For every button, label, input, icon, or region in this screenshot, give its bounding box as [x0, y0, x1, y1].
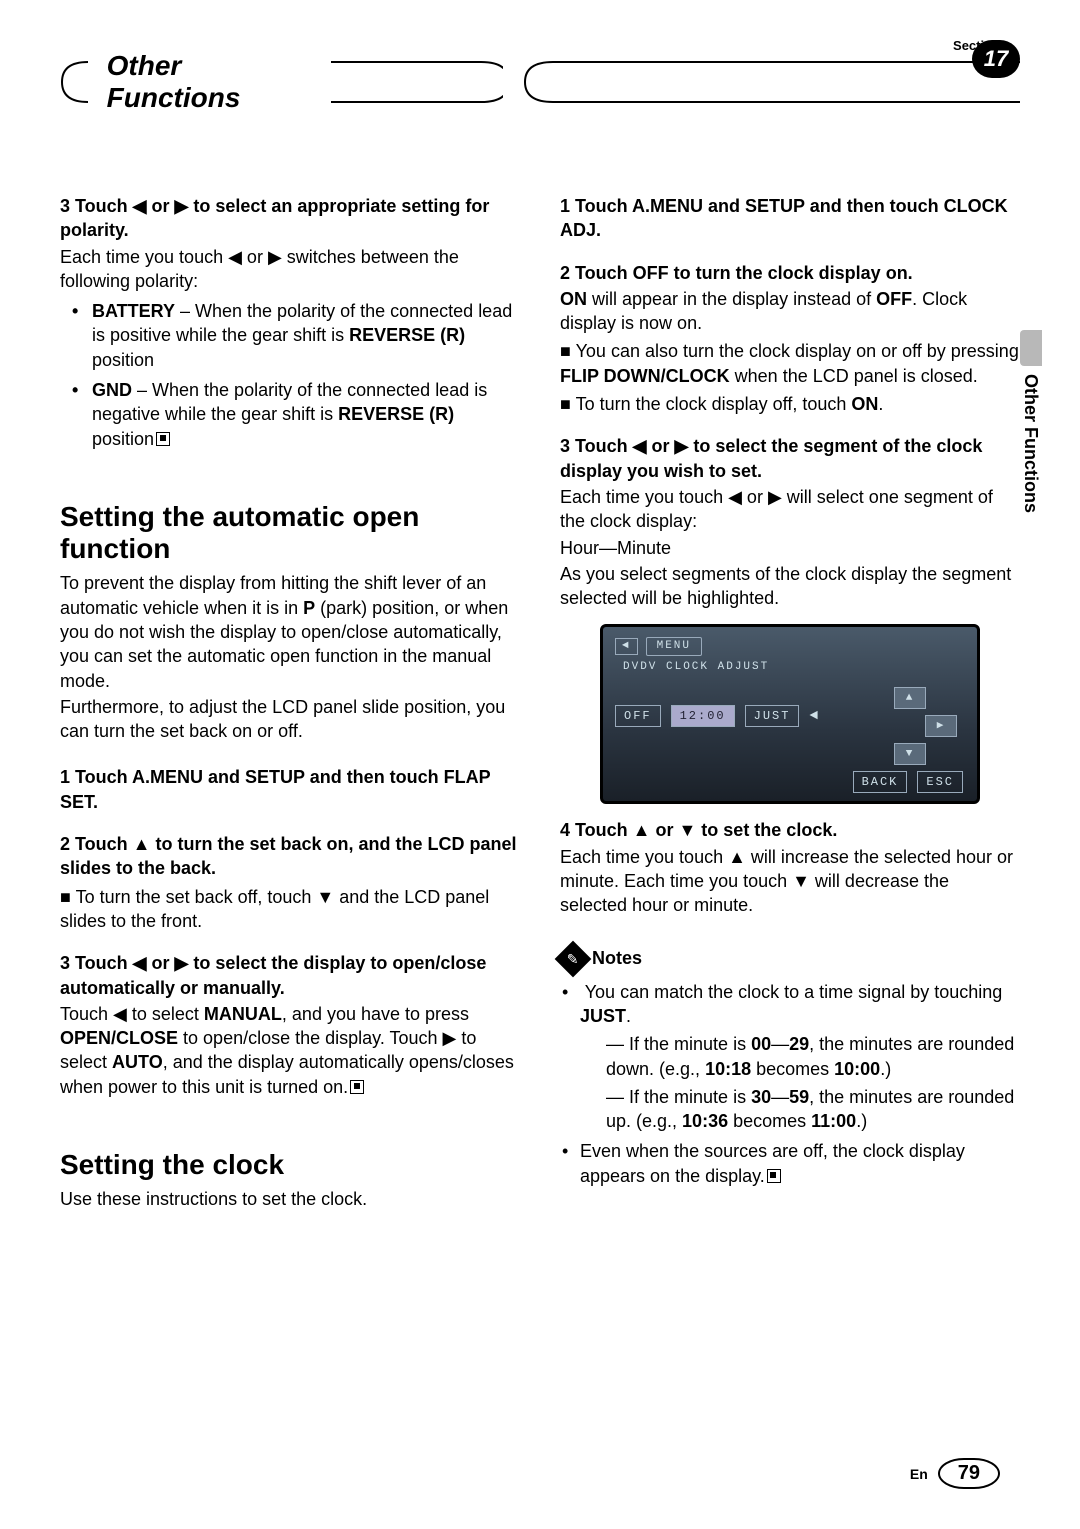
heading-auto-open: Setting the automatic open function: [60, 501, 520, 565]
auto-step3: 3 Touch ◀ or ▶ to select the display to …: [60, 951, 520, 1000]
clock-step4-body: Each time you touch ▲ will increase the …: [560, 845, 1020, 918]
polarity-step3-head: 3 Touch ◀ or ▶ to select an appropriate …: [60, 194, 520, 243]
clock-step2-note1: You can also turn the clock display on o…: [560, 339, 1020, 388]
header-rule-right: [523, 60, 1020, 104]
end-icon: [156, 432, 170, 446]
lcd-time: 12:00: [671, 705, 735, 727]
section-label: Section: [953, 38, 1000, 53]
footer-lang: En: [910, 1466, 928, 1482]
polarity-list: BATTERY – When the polarity of the conne…: [92, 299, 520, 451]
lcd-back: BACK: [853, 771, 908, 793]
notes-label: Notes: [592, 946, 642, 970]
auto-step2: 2 Touch ▲ to turn the set back on, and t…: [60, 832, 520, 881]
auto-step2-note: To turn the set back off, touch ▼ and th…: [60, 885, 520, 934]
left-column: 3 Touch ◀ or ▶ to select an appropriate …: [60, 184, 520, 1211]
auto-step3-body: Touch ◀ to select MANUAL, and you have t…: [60, 1002, 520, 1099]
side-tab-text: Other Functions: [1020, 374, 1041, 513]
lcd-back-icon: ◄: [615, 638, 638, 655]
note-round-up: If the minute is 30—59, the minutes are …: [606, 1085, 1020, 1134]
lcd-down-icon: ▼: [894, 743, 926, 765]
polarity-step3-body: Each time you touch ◀ or ▶ switches betw…: [60, 245, 520, 294]
lcd-left-icon: ◄: [809, 707, 819, 726]
lcd-arrow-pad: ▲ ▶ ▼: [863, 687, 957, 765]
clock-step2-note2: To turn the clock display off, touch ON.: [560, 392, 1020, 416]
notes-list: You can match the clock to a time signal…: [580, 980, 1020, 1188]
lcd-right-icon: ▶: [925, 715, 957, 737]
clock-step3-b3: As you select segments of the clock disp…: [560, 562, 1020, 611]
polarity-battery: BATTERY – When the polarity of the conne…: [92, 299, 520, 372]
heading-clock: Setting the clock: [60, 1149, 520, 1181]
clock-step3-b1: Each time you touch ◀ or ▶ will select o…: [560, 485, 1020, 534]
auto-open-p2: Furthermore, to adjust the LCD panel sli…: [60, 695, 520, 744]
side-tab-marker: [1020, 330, 1042, 366]
lcd-just: JUST: [745, 705, 800, 727]
clock-step4: 4 Touch ▲ or ▼ to set the clock.: [560, 818, 1020, 842]
footer-page-number: 79: [938, 1458, 1000, 1489]
page-footer: En 79: [910, 1458, 1000, 1489]
clock-intro: Use these instructions to set the clock.: [60, 1187, 520, 1211]
clock-step2: 2 Touch OFF to turn the clock display on…: [560, 261, 1020, 285]
end-icon: [350, 1080, 364, 1094]
header-title: Other Functions: [89, 50, 332, 114]
clock-step1: 1 Touch A.MENU and SETUP and then touch …: [560, 194, 1020, 243]
right-column: 1 Touch A.MENU and SETUP and then touch …: [560, 184, 1020, 1211]
side-tab: Other Functions: [1020, 330, 1042, 513]
note-sources-off: Even when the sources are off, the clock…: [580, 1139, 1020, 1188]
clock-step3-b2: Hour—Minute: [560, 536, 1020, 560]
note-just: You can match the clock to a time signal…: [580, 980, 1020, 1134]
lcd-esc: ESC: [917, 771, 963, 793]
lcd-menu: MENU: [646, 637, 702, 656]
lcd-subtitle: DVDV CLOCK ADJUST: [623, 660, 965, 675]
lcd-off: OFF: [615, 705, 661, 727]
clock-step2-body: ON will appear in the display instead of…: [560, 287, 1020, 336]
page-header: Other Functions: [60, 50, 1020, 114]
end-icon: [767, 1169, 781, 1183]
clock-step3: 3 Touch ◀ or ▶ to select the segment of …: [560, 434, 1020, 483]
polarity-gnd: GND – When the polarity of the connected…: [92, 378, 520, 451]
auto-step1: 1 Touch A.MENU and SETUP and then touch …: [60, 765, 520, 814]
auto-open-p1: To prevent the display from hitting the …: [60, 571, 520, 692]
header-arc-left: [60, 60, 89, 104]
lcd-up-icon: ▲: [894, 687, 926, 709]
notes-badge: ✎ Notes: [560, 946, 642, 972]
note-round-down: If the minute is 00—29, the minutes are …: [606, 1032, 1020, 1081]
lcd-screenshot: ◄ MENU DVDV CLOCK ADJUST OFF 12:00 JUST …: [600, 624, 980, 804]
header-rule-mid: [331, 60, 503, 104]
notes-icon: ✎: [555, 940, 592, 977]
